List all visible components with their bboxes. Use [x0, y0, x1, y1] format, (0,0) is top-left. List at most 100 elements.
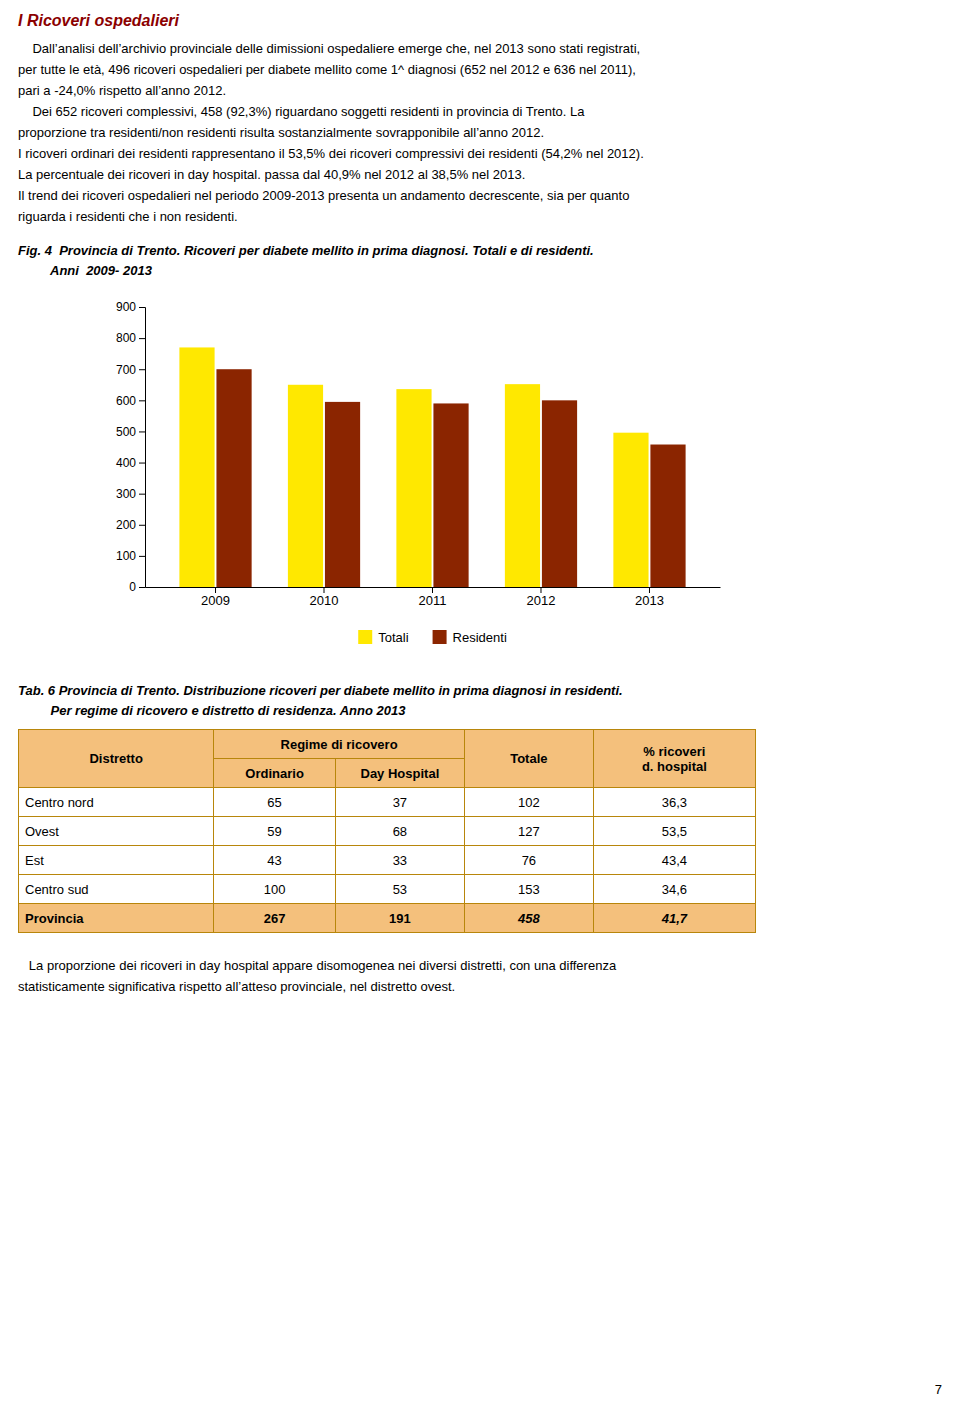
body-line: Dei 652 ricoveri complessivi, 458 (92,3%… — [18, 101, 942, 122]
footer-line: statisticamente significativa rispetto a… — [18, 976, 942, 997]
y-tick: 100 — [116, 549, 145, 563]
body-line: Dall’analisi dell’archivio provinciale d… — [18, 38, 942, 59]
table-cell: 267 — [214, 904, 336, 933]
bar — [542, 400, 577, 587]
y-tick-label: 500 — [116, 425, 136, 439]
bar — [288, 385, 323, 587]
bar — [396, 389, 431, 587]
legend-swatch — [358, 630, 372, 644]
y-tick-label: 700 — [116, 363, 136, 377]
y-tick-label: 800 — [116, 331, 136, 345]
y-tick-label: 300 — [116, 487, 136, 501]
y-tick-label: 900 — [116, 300, 136, 314]
bars — [179, 347, 685, 587]
body-line: La percentuale dei ricoveri in day hospi… — [18, 164, 942, 185]
table-cell: 458 — [464, 904, 593, 933]
y-tick-mark — [139, 556, 145, 557]
table-cell: Centro nord — [19, 788, 214, 817]
table-cell: 53 — [335, 875, 464, 904]
x-tick-mark — [649, 587, 650, 593]
y-tick: 900 — [116, 300, 145, 314]
page-title: I Ricoveri ospedalieri — [18, 12, 942, 30]
table-cell: 191 — [335, 904, 464, 933]
page-number: 7 — [935, 1382, 942, 1397]
table-cell: 100 — [214, 875, 336, 904]
caption-line: Tab. 6 Provincia di Trento. Distribuzion… — [18, 681, 942, 701]
y-tick-mark — [139, 338, 145, 339]
header-cell: Ordinario — [214, 759, 336, 788]
body-line: per tutte le età, 496 ricoveri ospedalie… — [18, 59, 942, 80]
table-cell: Ovest — [19, 817, 214, 846]
plot: 2009 2010 2011 2012 2013 0 100 200 300 400 500 600 7… — [116, 300, 721, 608]
bar — [216, 369, 251, 587]
y-axis: 0 100 200 300 400 500 600 700 800 900 — [116, 300, 146, 594]
page: I Ricoveri ospedalieri Dall’analisi dell… — [0, 0, 960, 1410]
x-tick-label: 2012 — [527, 593, 556, 608]
table-cell: 36,3 — [593, 788, 755, 817]
header-cell: Distretto — [19, 730, 214, 788]
y-tick-label: 0 — [129, 580, 136, 594]
y-tick: 400 — [116, 456, 145, 470]
y-tick: 200 — [116, 518, 145, 532]
x-tick-label: 2013 — [635, 593, 664, 608]
y-tick-mark — [139, 587, 145, 588]
table-row: Provincia26719145841,7 — [19, 904, 756, 933]
y-tick: 700 — [116, 363, 145, 377]
body-line: Il trend dei ricoveri ospedalieri nel pe… — [18, 185, 942, 206]
table-cell: Provincia — [19, 904, 214, 933]
table-cell: 53,5 — [593, 817, 755, 846]
table-caption: Tab. 6 Provincia di Trento. Distribuzion… — [18, 681, 942, 721]
x-tick-label: 2010 — [310, 593, 339, 608]
caption-line: Anni 2009- 2013 — [18, 261, 942, 281]
y-tick-mark — [139, 369, 145, 370]
x-tick-mark — [540, 587, 541, 593]
x-tick: 2009 — [201, 587, 230, 608]
legend-swatch — [433, 630, 447, 644]
x-tick-label: 2011 — [419, 593, 447, 608]
body-line: proporzione tra residenti/non residenti … — [18, 122, 942, 143]
header-row: DistrettoRegime di ricoveroTotale% ricov… — [19, 730, 756, 759]
y-tick-mark — [139, 463, 145, 464]
legend-item: Residenti — [433, 630, 507, 645]
y-tick-mark — [139, 307, 145, 308]
table: DistrettoRegime di ricoveroTotale% ricov… — [18, 729, 756, 933]
table-cell: Centro sud — [19, 875, 214, 904]
table-cell: 41,7 — [593, 904, 755, 933]
table-cell: Est — [19, 846, 214, 875]
y-tick-label: 600 — [116, 394, 136, 408]
body-text: Dall’analisi dell’archivio provinciale d… — [18, 38, 942, 227]
y-tick-label: 100 — [116, 549, 136, 563]
body-line: I ricoveri ordinari dei residenti rappre… — [18, 143, 942, 164]
table-cell: 68 — [335, 817, 464, 846]
y-axis-line — [139, 308, 146, 588]
y-tick-mark — [139, 400, 145, 401]
table-cell: 43 — [214, 846, 336, 875]
bar — [325, 402, 360, 587]
legend-item: Totali — [358, 630, 408, 645]
y-tick: 600 — [116, 394, 145, 408]
legend-label: Totali — [378, 630, 408, 645]
bar — [433, 403, 468, 587]
table-row: Centro sud1005315334,6 — [19, 875, 756, 904]
legend: Totali Residenti — [358, 630, 507, 645]
bar — [650, 445, 685, 587]
table-cell: 65 — [214, 788, 336, 817]
y-tick-label: 200 — [116, 518, 136, 532]
x-tick-label: 2009 — [201, 593, 230, 608]
header-cell: Totale — [464, 730, 593, 788]
table-cell: 76 — [464, 846, 593, 875]
header-cell: Regime di ricovero — [214, 730, 465, 759]
body-line: riguarda i residenti che i non residenti… — [18, 206, 942, 227]
y-tick: 800 — [116, 331, 145, 345]
y-tick-mark — [139, 494, 145, 495]
x-tick: 2011 — [419, 587, 447, 608]
body-line: pari a -24,0% rispetto all’anno 2012. — [18, 80, 942, 101]
x-tick: 2010 — [310, 587, 339, 608]
legend-label: Residenti — [453, 630, 507, 645]
table-cell: 43,4 — [593, 846, 755, 875]
caption-line: Per regime di ricovero e distretto di re… — [18, 701, 942, 721]
x-tick-mark — [432, 587, 433, 593]
y-tick-mark — [139, 431, 145, 432]
table-cell: 59 — [214, 817, 336, 846]
table-cell: 153 — [464, 875, 593, 904]
